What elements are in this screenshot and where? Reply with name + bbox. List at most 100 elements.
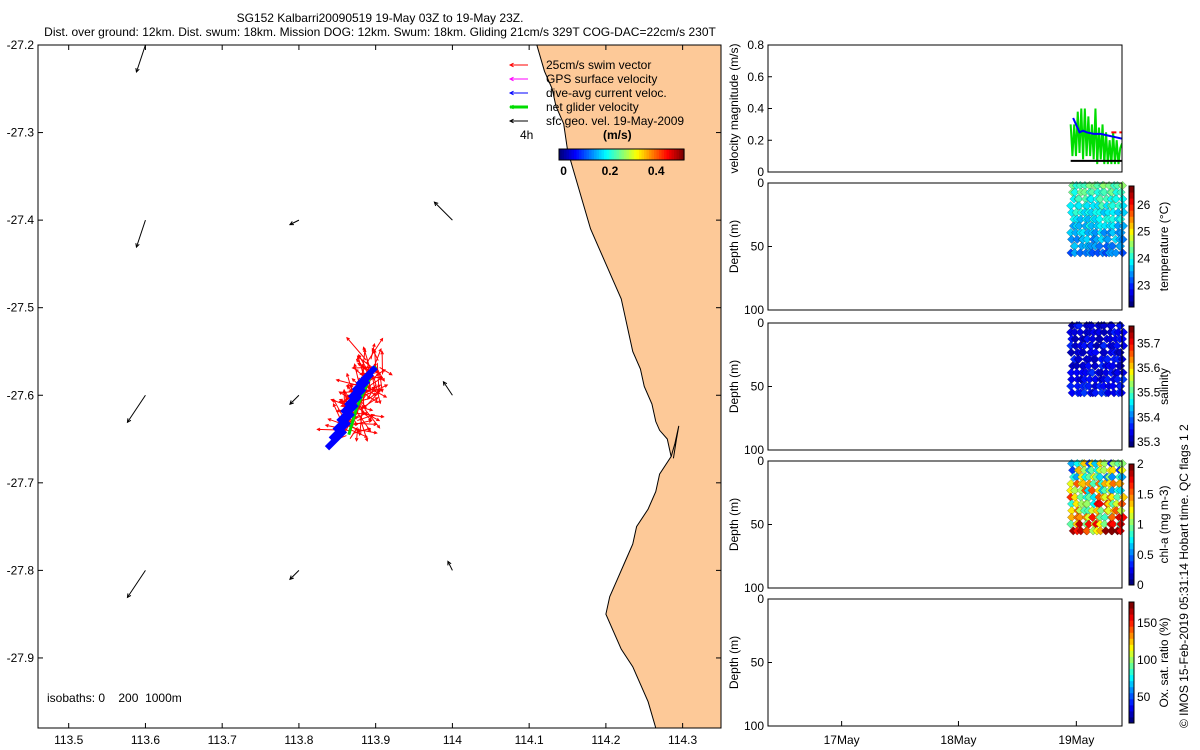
depth-y-axis-label: Depth (m) xyxy=(727,360,741,413)
colorbar-cell xyxy=(1129,698,1134,706)
scatter-marker xyxy=(1088,248,1097,258)
swim-vector-arrowhead xyxy=(324,423,329,428)
colorbar-cell xyxy=(1129,416,1134,424)
swim-vector-arrowhead xyxy=(327,418,332,422)
colorbar-cell xyxy=(1129,410,1134,418)
colorbar-cell xyxy=(1129,440,1134,448)
depth-y-axis-label: Depth (m) xyxy=(727,636,741,689)
scatter-marker xyxy=(1067,513,1076,522)
y-tick-label: -27.9 xyxy=(7,651,35,665)
geo-velocity-arrowhead xyxy=(289,575,294,581)
x-tick-label: 114 xyxy=(443,733,462,747)
scatter-marker xyxy=(1118,334,1127,344)
colorbar-cell xyxy=(621,149,625,160)
scatter-marker xyxy=(1097,201,1107,211)
scatter-marker xyxy=(1116,381,1126,391)
colorbar-cell xyxy=(586,149,590,160)
date-tick-label: 17May xyxy=(824,733,860,747)
swim-vector-arrowhead xyxy=(361,363,365,368)
colorbar-cell xyxy=(1129,674,1134,682)
scatter-marker xyxy=(1119,221,1128,231)
chart-subtitle: Dist. over ground: 12km. Dist. swum: 18k… xyxy=(44,25,716,39)
scatter-marker xyxy=(1118,375,1128,384)
scatter-marker xyxy=(1108,519,1118,529)
scatter-marker xyxy=(1095,241,1104,251)
colorbar-cell xyxy=(1129,560,1134,568)
scatter-marker xyxy=(1070,334,1080,344)
velocity-panel-frame xyxy=(767,44,1123,173)
depth-y-axis-label: Depth (m) xyxy=(727,498,741,551)
swim-vector-arrowhead xyxy=(364,434,369,438)
x-tick-label: 113.9 xyxy=(361,733,390,747)
swim-vector-arrowhead xyxy=(345,383,350,388)
scatter-marker xyxy=(1084,381,1094,391)
isobath-label: isobaths: 0 200 1000m xyxy=(47,691,182,705)
scatter-marker xyxy=(1103,208,1113,217)
colorbar-cell xyxy=(1129,680,1134,688)
geo-velocity-vector xyxy=(447,561,453,571)
depth-y-tick-label: 0 xyxy=(757,454,764,468)
swim-vector-arrowhead xyxy=(372,342,376,348)
colorbar-cell xyxy=(1129,626,1134,633)
geo-velocity-vector xyxy=(289,394,300,405)
scatter-marker xyxy=(1113,208,1123,217)
scatter-marker xyxy=(1077,499,1087,509)
scatter-marker xyxy=(1087,187,1097,197)
swim-vector-arrowhead xyxy=(351,378,356,382)
colorbar-cell xyxy=(591,149,595,160)
scatter-marker xyxy=(1066,479,1076,489)
scatter-marker xyxy=(1074,221,1084,231)
colorbar-tick-label: 0.2 xyxy=(602,164,619,178)
y-tick-label: -27.5 xyxy=(7,301,35,315)
scatter-marker xyxy=(1103,375,1113,384)
colorbar-cell xyxy=(636,149,640,160)
swim-vector-arrowhead xyxy=(378,347,382,353)
scatter-marker xyxy=(1066,368,1076,378)
swim-vector-arrowhead xyxy=(376,424,381,429)
scatter-marker xyxy=(1095,499,1105,509)
colorbar-cell xyxy=(1129,294,1134,302)
colorbar-cell xyxy=(664,149,668,160)
colorbar-cell xyxy=(571,149,575,160)
colorbar-frame xyxy=(1128,463,1135,586)
colorbar-tick-label: 35.6 xyxy=(1137,361,1161,375)
scatter-marker xyxy=(1067,388,1077,398)
scatter-marker xyxy=(1096,221,1105,231)
colorbar-cell xyxy=(1129,198,1134,205)
scatter-marker xyxy=(1107,492,1117,502)
scatter-marker xyxy=(1100,492,1110,502)
colorbar-tick-label: 1.5 xyxy=(1137,487,1154,501)
legend-arrowhead xyxy=(508,76,514,82)
swim-vector-arrowhead xyxy=(377,388,382,393)
dive-avg-current-vector xyxy=(332,410,355,433)
geo-velocity-vector xyxy=(289,570,300,580)
colorbar-cell xyxy=(594,149,598,160)
swim-vector-arrowhead xyxy=(370,413,376,418)
scatter-marker xyxy=(1078,348,1088,357)
scatter-marker xyxy=(1103,354,1113,364)
geo-velocity-arrowhead xyxy=(447,560,452,566)
geo-velocity-vector xyxy=(127,394,146,423)
colorbar-cell xyxy=(1129,428,1134,436)
swim-vector xyxy=(351,422,377,425)
scatter-marker xyxy=(1108,479,1118,489)
swim-vector-arrowhead xyxy=(367,395,371,400)
legend-arrowhead xyxy=(508,118,514,124)
legend-label: sfc geo. vel. 19-May-2009 xyxy=(546,114,684,128)
colorbar-cell xyxy=(561,149,565,160)
coastline xyxy=(536,45,672,728)
scatter-marker xyxy=(1095,513,1105,522)
duration-label: 4h xyxy=(520,128,533,142)
swim-vector xyxy=(370,343,375,360)
scatter-marker xyxy=(1116,526,1125,536)
scatter-marker xyxy=(1093,187,1103,197)
colorbar-tick-label: 0 xyxy=(1137,578,1144,592)
swim-vector-arrowhead xyxy=(374,397,379,401)
depth-y-tick-label: 50 xyxy=(751,656,765,670)
colorbar-cell xyxy=(589,149,593,160)
scatter-marker xyxy=(1082,526,1092,536)
scatter-marker xyxy=(1070,187,1080,197)
scatter-marker xyxy=(1073,381,1083,391)
depth-y-tick-label: 100 xyxy=(744,581,764,595)
scatter-marker xyxy=(1083,334,1092,344)
